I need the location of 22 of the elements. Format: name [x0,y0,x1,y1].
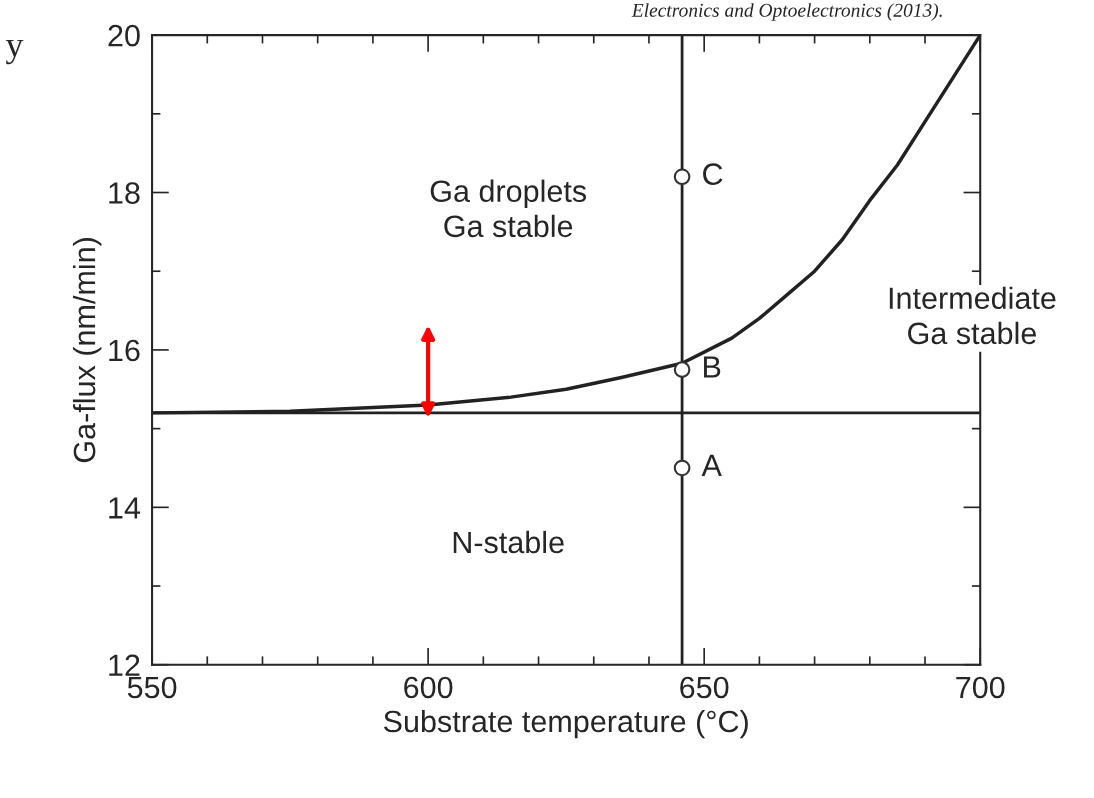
y-tick-label: 18 [109,182,140,204]
x-tick-label: 650 [680,676,729,699]
x-tick-label: 550 [127,676,177,699]
text: Electronics and Optoelectronics (2013). [631,3,942,21]
y-tick-label: 16 [109,339,140,362]
x-tick-label: 700 [956,676,1005,699]
point [673,361,691,378]
data-label: C [703,163,723,185]
y-tick-label: 12 [109,654,140,676]
point [673,168,691,186]
data-label: B [704,356,721,378]
y-tick-label: 20 [108,24,140,47]
annotation: Intermediate Ga stable [889,286,1056,345]
x-axis-title: Substrate temperature (°C) [383,709,748,739]
data-label: A [701,454,722,476]
annotation: Ga droplets Ga stable [430,179,587,238]
annotation: N-stable [453,530,564,554]
y-tick-label: 14 [109,497,141,519]
x-tick-label: 600 [404,676,453,699]
point [673,459,691,477]
y-axis-title: Ga-flux (nm/min) [72,238,102,463]
text: y [5,39,24,65]
